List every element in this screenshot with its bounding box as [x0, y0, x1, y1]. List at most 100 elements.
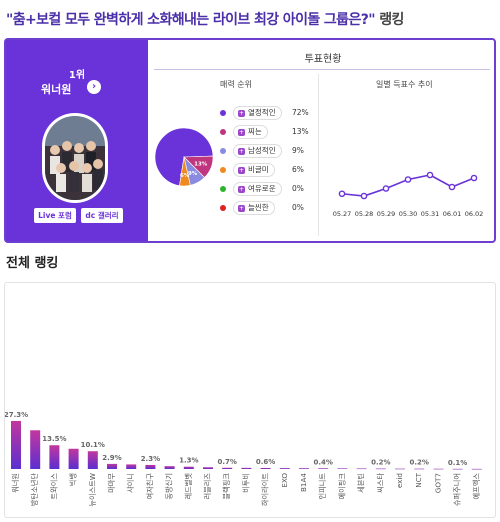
bar-category-label[interactable]: 비투비: [241, 473, 250, 493]
line-point[interactable]: [470, 174, 478, 182]
bar-category-label[interactable]: 에프엑스: [472, 473, 481, 500]
ranking-bar[interactable]: [337, 468, 348, 469]
ranking-bar[interactable]: [471, 468, 482, 470]
legend-dot: [220, 205, 226, 211]
dc-gallery-button[interactable]: dc 갤러리: [81, 208, 123, 223]
line-point[interactable]: [338, 190, 346, 198]
legend-dot: [220, 148, 226, 154]
ranking-bar[interactable]: [414, 468, 425, 470]
bar-category-label[interactable]: 러블리즈: [203, 473, 212, 500]
ranking-bar[interactable]: [164, 466, 175, 469]
bar-category-label[interactable]: 동방신기: [165, 473, 174, 499]
bar-category-label[interactable]: 레드벨벳: [184, 473, 193, 500]
bar-category-label[interactable]: GOT7: [433, 473, 442, 493]
bar-value-label: 0.4%: [313, 458, 332, 466]
ranking-bar[interactable]: [299, 468, 309, 469]
ranking-bar[interactable]: [145, 464, 156, 469]
ranking-bar[interactable]: [452, 468, 463, 470]
ranking-bar[interactable]: [126, 464, 137, 469]
ranking-bar[interactable]: [222, 467, 233, 469]
bar-value-label: 0.1%: [448, 459, 467, 467]
legend-dot: [220, 129, 226, 135]
daily-votes-heading: 일별 득표수 추이: [376, 80, 433, 89]
pie-label: 9%: [188, 171, 198, 177]
legend-dot: [220, 186, 226, 192]
legend-label: 열정적인: [248, 108, 276, 117]
bar-category-label[interactable]: 슈퍼주니어: [453, 473, 462, 506]
bar-value-label: 0.2%: [371, 459, 390, 467]
chevron-right-icon[interactable]: ›: [87, 80, 101, 94]
legend-label: 늘씬한: [248, 203, 269, 212]
line-point[interactable]: [360, 192, 368, 200]
legend-vote-button[interactable]: + 늘씬한: [233, 201, 275, 215]
legend-vote-button[interactable]: + 비글미: [233, 163, 275, 177]
bar-category-label[interactable]: 블랙핑크: [222, 473, 231, 500]
legend-percent: 0%: [292, 184, 304, 193]
ranking-bar[interactable]: [49, 445, 60, 469]
bar-category-label[interactable]: 방탄소년단: [30, 473, 39, 506]
ranking-bar[interactable]: [433, 468, 444, 470]
plus-icon: +: [238, 110, 245, 117]
plus-icon: +: [238, 129, 245, 136]
ranking-bar[interactable]: [203, 467, 213, 469]
charm-pie-chart: 13% 9%6%: [154, 127, 214, 187]
ranking-bar[interactable]: [183, 466, 194, 469]
page-title: "춤+보컬 모두 완벽하게 소화해내는 라이브 최강 아이돌 그룹은?" 랭킹: [6, 9, 496, 29]
winner-name[interactable]: 워너원: [41, 83, 72, 96]
legend-vote-button[interactable]: + 여유로운: [233, 182, 282, 196]
poll-question: "춤+보컬 모두 완벽하게 소화해내는 라이브 최강 아이돌 그룹은?": [6, 12, 376, 28]
ranking-bar[interactable]: [279, 468, 290, 469]
bar-category-label[interactable]: exid: [395, 473, 404, 488]
legend-label: 비글미: [248, 165, 269, 174]
bar-category-label[interactable]: 세븐틴: [357, 473, 366, 493]
bar-category-label[interactable]: 마마무: [107, 473, 116, 493]
legend-label: 남성적인: [248, 146, 276, 155]
ranking-bar[interactable]: [395, 468, 405, 470]
legend-vote-button[interactable]: + 찌는: [233, 125, 268, 139]
bar-category-label[interactable]: 에이핑크: [337, 473, 346, 500]
legend-label: 여유로운: [248, 184, 276, 193]
bar-category-label[interactable]: 뉴이스트W: [88, 473, 97, 507]
legend-vote-button[interactable]: + 남성적인: [233, 144, 282, 158]
legend-vote-button[interactable]: + 열정적인: [233, 106, 282, 120]
daily-votes-line-chart: 05.27 05.28 05.29 05.30 05.31 06.01 06.02: [333, 171, 484, 218]
legend-dot: [220, 110, 226, 116]
line-point[interactable]: [382, 185, 390, 192]
bar-category-label[interactable]: 빅뱅: [69, 473, 78, 486]
ranking-bar[interactable]: [375, 468, 386, 470]
x-tick-label: 05.27: [333, 210, 352, 218]
ranking-bar[interactable]: [241, 467, 252, 469]
x-tick-label: 05.28: [355, 210, 374, 218]
ranking-bar[interactable]: [356, 468, 367, 470]
ranking-bar[interactable]: [11, 420, 21, 469]
bar-category-label[interactable]: 하이라이트: [261, 473, 270, 506]
bar-category-label[interactable]: B1A4: [299, 473, 308, 492]
bar-value-label: 0.2%: [409, 459, 428, 467]
charm-rank-heading: 매력 순위: [220, 80, 252, 89]
bar-category-label[interactable]: EXO: [280, 473, 289, 488]
live-forum-button[interactable]: Live 포럼: [34, 208, 76, 223]
ranking-bar[interactable]: [260, 467, 271, 469]
x-tick-label: 06.02: [465, 210, 484, 218]
plus-icon: +: [238, 167, 245, 174]
ranking-bar[interactable]: [107, 463, 117, 469]
line-point[interactable]: [426, 171, 434, 179]
ranking-bar[interactable]: [68, 448, 79, 469]
overall-ranking-bar-chart: 27.3% 워너원 방탄소년단 13.5% 트와이스 빅뱅 10.1% 뉴이스트W 2.9% 마마…: [5, 411, 482, 507]
plus-icon: +: [238, 186, 245, 193]
vote-status-heading: 투표현황: [304, 54, 342, 65]
bar-category-label[interactable]: NCT: [414, 472, 423, 487]
bar-category-label[interactable]: 샤이니: [126, 473, 135, 493]
bar-category-label[interactable]: 씨스타: [376, 473, 385, 493]
pie-label: 13%: [194, 162, 208, 168]
bar-category-label[interactable]: 여자친구: [145, 473, 154, 500]
bar-category-label[interactable]: 트와이스: [49, 473, 58, 500]
ranking-bar[interactable]: [87, 451, 98, 469]
ranking-bar[interactable]: [318, 468, 329, 469]
line-point[interactable]: [404, 176, 412, 183]
ranking-bar[interactable]: [30, 430, 41, 469]
line-point[interactable]: [448, 183, 456, 191]
bar-category-label[interactable]: 인피니트: [318, 473, 327, 500]
bar-category-label[interactable]: 워너원: [11, 473, 20, 493]
group-photo[interactable]: [45, 116, 105, 200]
